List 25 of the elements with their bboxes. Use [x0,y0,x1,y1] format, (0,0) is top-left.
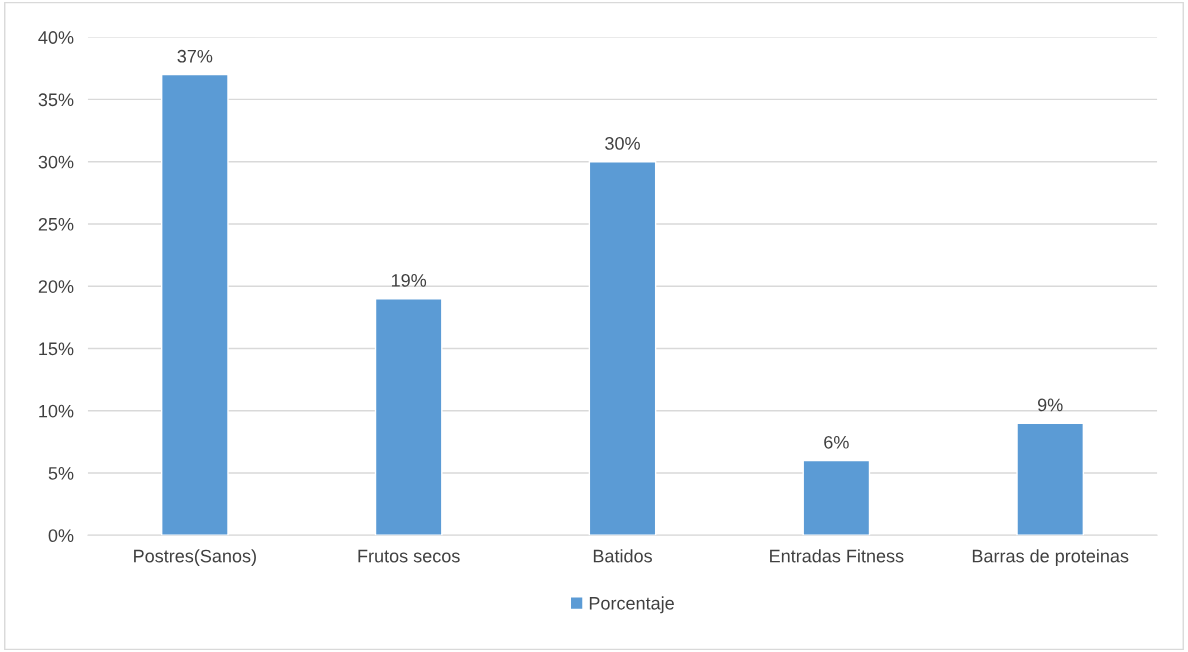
y-tick-label: 10% [39,404,74,418]
y-tick-label: 35% [38,93,74,107]
x-tick-label: Barras de proteinas [972,549,1129,567]
data-label: 37% [177,49,213,63]
x-tick-label: Entradas Fitness [770,549,904,563]
y-tick-label: 25% [38,217,74,231]
data-label: 30% [605,137,640,150]
x-tick-label: Postres(Sanos) [134,549,256,566]
y-tick-label: 15% [39,342,74,356]
x-tick-label: Frutos secos [358,549,460,563]
data-label: 9% [1037,398,1063,412]
bar [160,73,229,536]
y-tick-label: 0% [48,529,74,543]
y-tick-label: 20% [38,280,74,293]
data-label: 19% [391,273,427,287]
bar [374,297,443,536]
y-tick-label: 40% [38,31,74,44]
bar [802,459,871,536]
x-tick-label: Batidos [593,549,652,563]
y-tick-label: 30% [38,155,74,169]
bar [588,161,657,536]
legend-label: Porcentaje [589,596,674,614]
data-label: 6% [824,435,849,449]
bar [1016,422,1085,536]
y-tick-label: 5% [48,467,74,480]
